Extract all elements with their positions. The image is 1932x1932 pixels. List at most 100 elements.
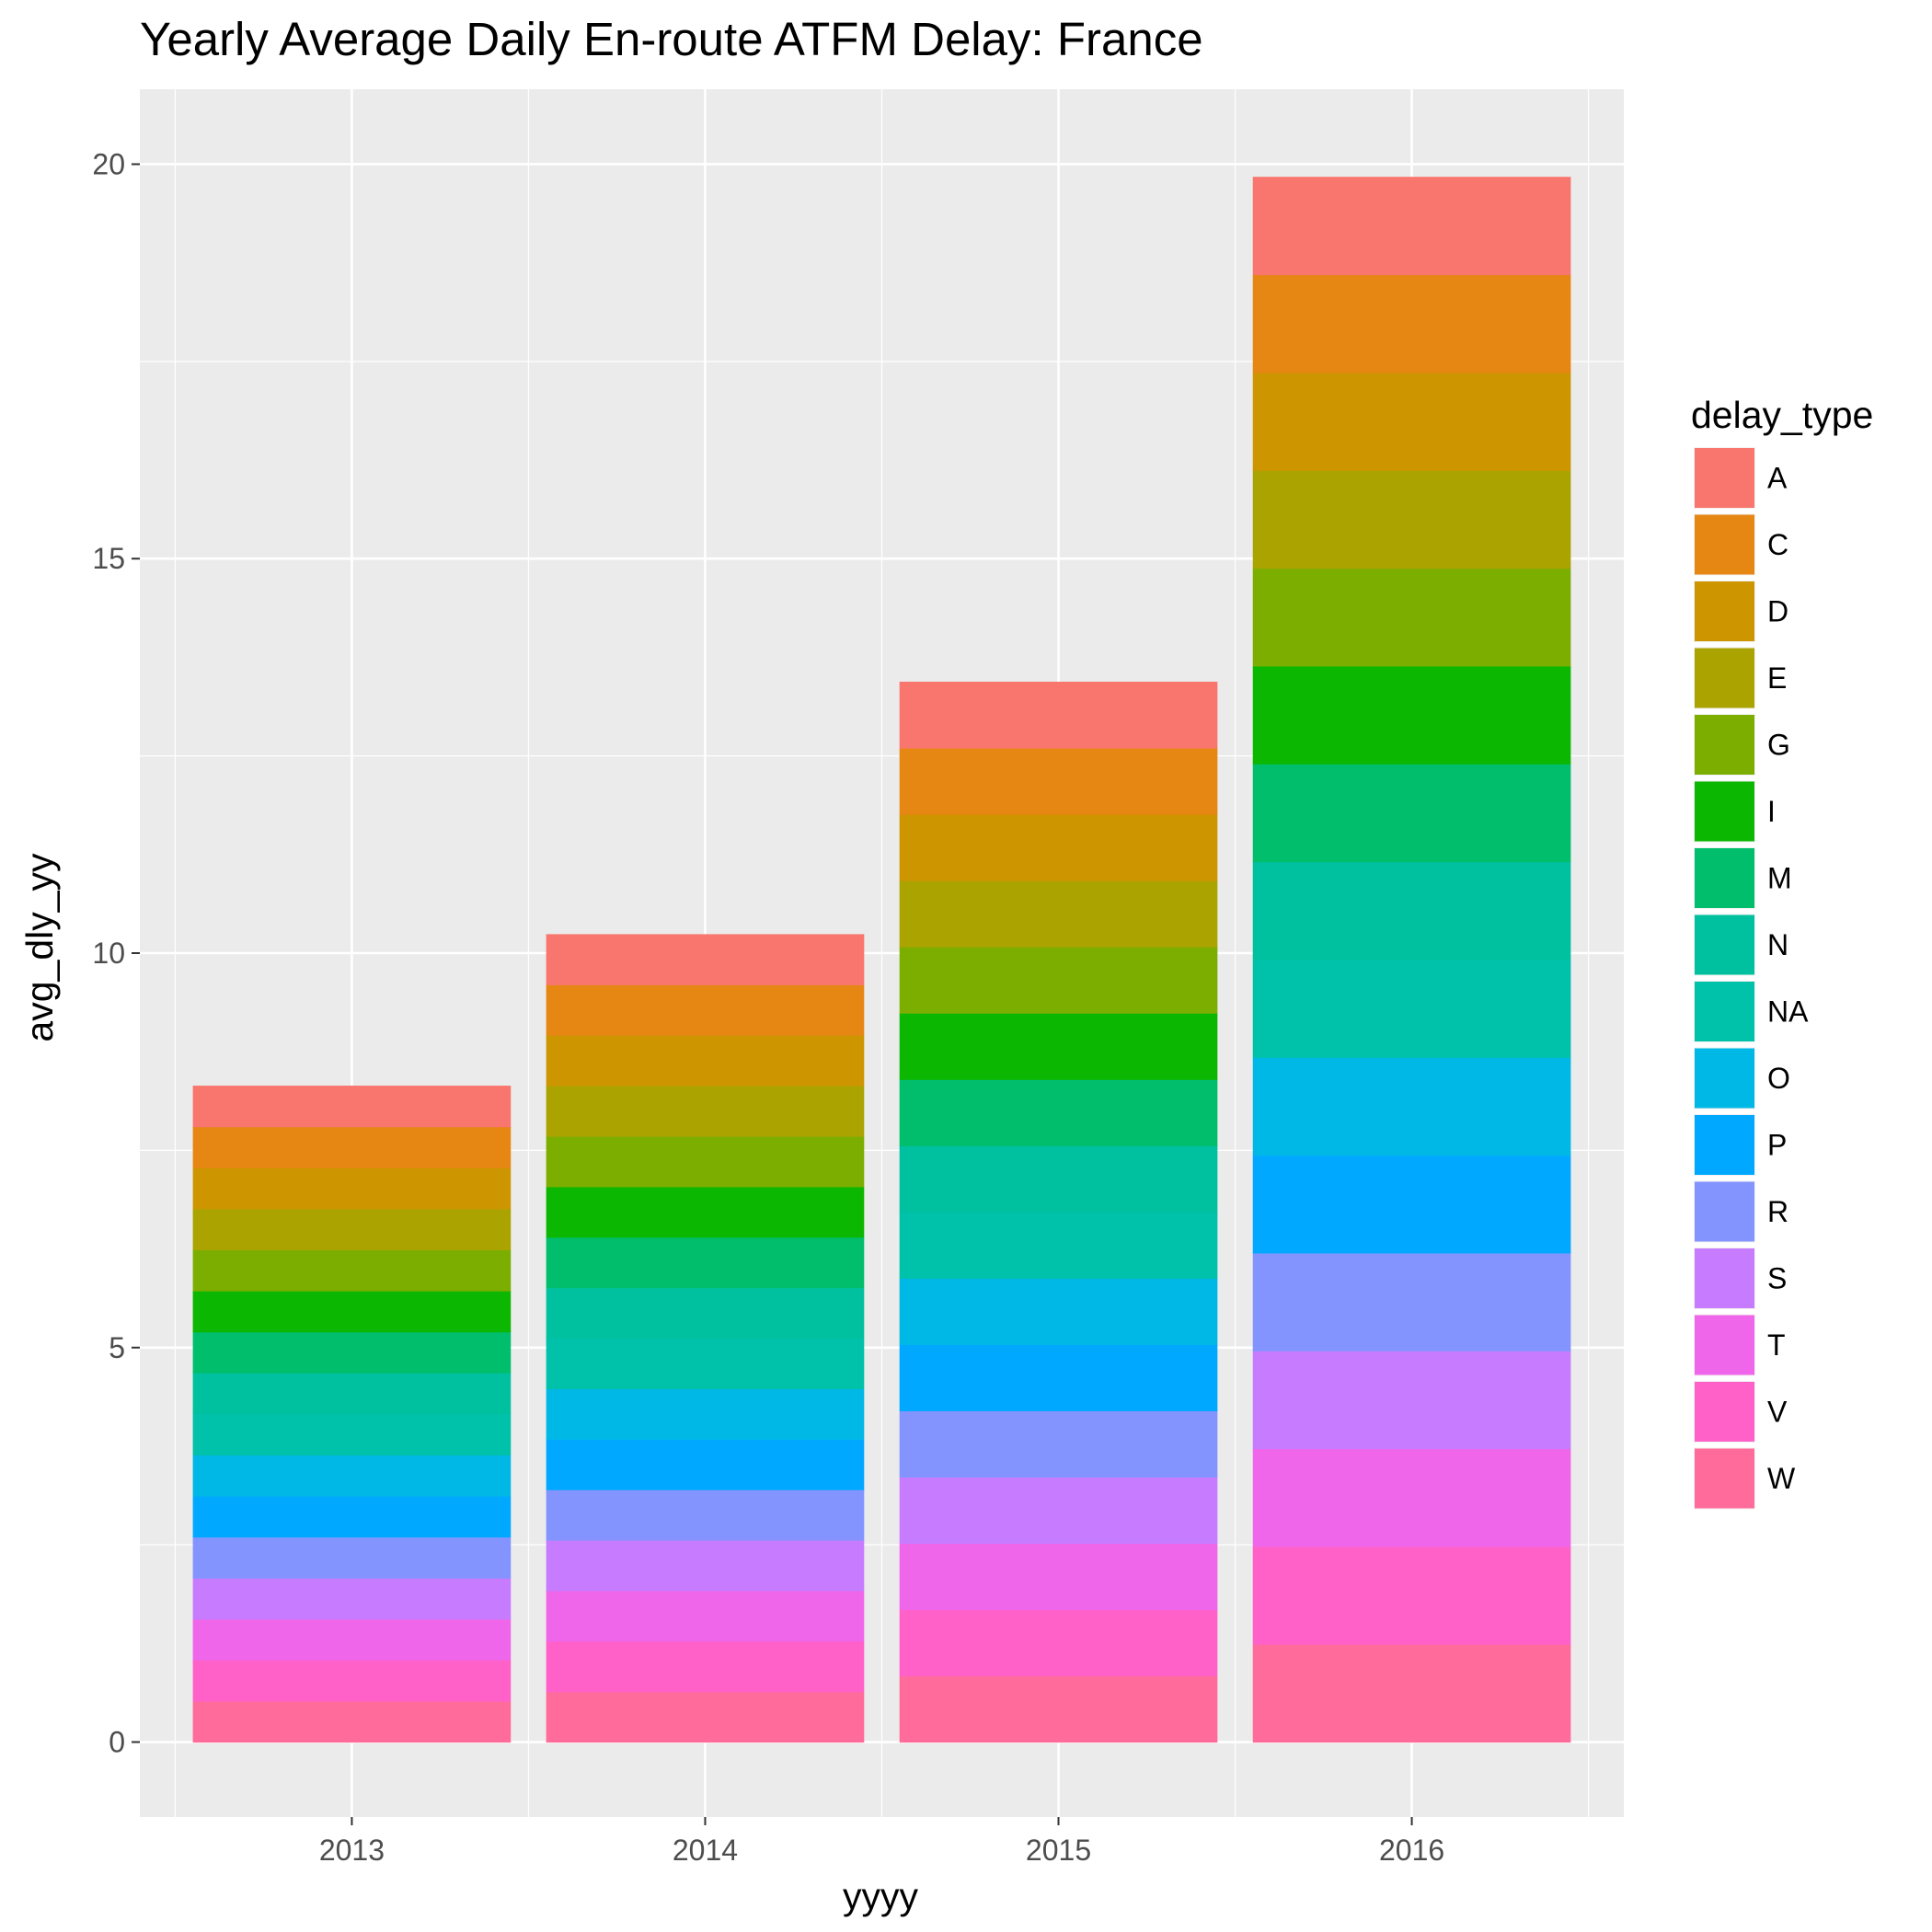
bar-segment-2014-M (546, 1236, 865, 1289)
bar-segment-2015-E (899, 880, 1218, 948)
bar-segment-2015-O (899, 1278, 1218, 1345)
legend-key-E (1695, 648, 1754, 708)
bar-segment-2016-I (1252, 665, 1571, 765)
y-axis: 0 5 10 15 20 (92, 147, 140, 1759)
x-tick-label: 2013 (319, 1834, 385, 1867)
y-tick-label: 20 (92, 147, 125, 180)
bar-segment-2015-R (899, 1410, 1218, 1478)
bar-segment-2014-R (546, 1489, 865, 1541)
legend-label-T: T (1767, 1328, 1786, 1362)
bar-segment-2014-N (546, 1287, 865, 1340)
bar-segment-2014-D (546, 1035, 865, 1087)
bar-segment-2016-NA (1252, 959, 1571, 1058)
bar-segment-2016-R (1252, 1252, 1571, 1351)
bar-segment-2013-W (192, 1700, 512, 1743)
bar-segment-2014-G (546, 1135, 865, 1188)
bar-segment-2013-S (192, 1578, 512, 1620)
legend-label-I: I (1767, 795, 1776, 828)
bar-segment-2015-P (899, 1344, 1218, 1411)
y-tick-label: 15 (92, 542, 125, 575)
bar-segment-2014-O (546, 1388, 865, 1440)
x-tick-label: 2015 (1026, 1834, 1091, 1867)
bar-segment-2013-C (192, 1126, 512, 1168)
legend-label-G: G (1767, 729, 1790, 762)
bar-segment-2014-E (546, 1086, 865, 1137)
bar-segment-2016-T (1252, 1448, 1571, 1547)
bar-segment-2015-C (899, 748, 1218, 815)
bar-segment-2016-C (1252, 274, 1571, 374)
bar-segment-2013-M (192, 1331, 512, 1374)
legend-key-S (1695, 1248, 1754, 1308)
legend-label-A: A (1767, 462, 1788, 495)
bar-segment-2013-I (192, 1291, 512, 1333)
bar-segment-2015-NA (899, 1212, 1218, 1279)
bar-segment-2014-A (546, 934, 865, 985)
legend-key-P (1695, 1115, 1754, 1175)
legend-key-N (1695, 914, 1754, 975)
bar-segment-2016-P (1252, 1155, 1571, 1254)
legend-title: delay_type (1691, 394, 1873, 436)
legend-label-O: O (1767, 1062, 1790, 1095)
legend-label-C: C (1767, 528, 1788, 561)
y-tick-label: 10 (92, 937, 125, 970)
legend-label-W: W (1767, 1462, 1796, 1495)
bar-segment-2013-G (192, 1249, 512, 1292)
bar-segment-2013-V (192, 1660, 512, 1702)
bar-segment-2016-N (1252, 861, 1571, 960)
bar-segment-2013-E (192, 1208, 512, 1251)
bar-segment-2013-T (192, 1618, 512, 1661)
bar-segment-2016-M (1252, 764, 1571, 863)
bar-segment-2013-D (192, 1167, 512, 1210)
legend-key-I (1695, 781, 1754, 842)
bar-segment-2015-G (899, 947, 1218, 1014)
bar-segment-2015-V (899, 1609, 1218, 1677)
x-axis: 2013 2014 2015 2016 (319, 1817, 1444, 1867)
y-axis-title: avg_dly_yy (18, 853, 61, 1042)
legend-key-NA (1695, 982, 1754, 1041)
bar-segment-2016-D (1252, 372, 1571, 471)
chart-title: Yearly Average Daily En-route ATFM Delay… (140, 13, 1203, 65)
bar-segment-2016-A (1252, 177, 1571, 276)
legend-label-N: N (1767, 928, 1788, 961)
legend-key-A (1695, 448, 1754, 508)
bar-segment-2014-P (546, 1439, 865, 1490)
bar-segment-2014-NA (546, 1338, 865, 1389)
bar-segment-2013-R (192, 1536, 512, 1579)
y-tick-label: 5 (109, 1331, 125, 1364)
bar-segment-2015-S (899, 1477, 1218, 1545)
legend-key-D (1695, 581, 1754, 641)
legend-key-T (1695, 1315, 1754, 1375)
legend-key-M (1695, 848, 1754, 908)
legend-label-D: D (1767, 595, 1788, 628)
x-tick-label: 2014 (673, 1834, 738, 1867)
bar-segment-2013-NA (192, 1413, 512, 1455)
bar-segment-2016-S (1252, 1351, 1571, 1450)
legend-key-W (1695, 1448, 1754, 1509)
x-axis-title: yyyy (843, 1875, 919, 1917)
bar-segment-2015-I (899, 1013, 1218, 1080)
bar-segment-2014-T (546, 1590, 865, 1642)
x-tick-label: 2016 (1379, 1834, 1444, 1867)
legend-label-S: S (1767, 1262, 1787, 1295)
bar-segment-2013-N (192, 1373, 512, 1415)
bar-segment-2014-I (546, 1186, 865, 1238)
bar-segment-2014-V (546, 1640, 865, 1693)
bar-segment-2015-W (899, 1675, 1218, 1743)
bar-segment-2015-M (899, 1079, 1218, 1146)
legend-label-V: V (1767, 1396, 1788, 1429)
bar-segment-2013-O (192, 1455, 512, 1497)
bar-segment-2015-T (899, 1543, 1218, 1611)
legend: delay_type AC DE GI MN NA O PR ST VW (1691, 394, 1873, 1510)
legend-label-E: E (1767, 661, 1787, 695)
bar-segment-2016-W (1252, 1644, 1571, 1743)
bars (192, 177, 1571, 1743)
bar-segment-2014-W (546, 1691, 865, 1743)
legend-key-R (1695, 1181, 1754, 1242)
bar-segment-2015-D (899, 814, 1218, 881)
legend-label-NA: NA (1767, 995, 1809, 1029)
bar-segment-2014-S (546, 1540, 865, 1592)
legend-key-C (1695, 514, 1754, 575)
bar-segment-2013-A (192, 1086, 512, 1128)
legend-label-P: P (1767, 1129, 1787, 1162)
